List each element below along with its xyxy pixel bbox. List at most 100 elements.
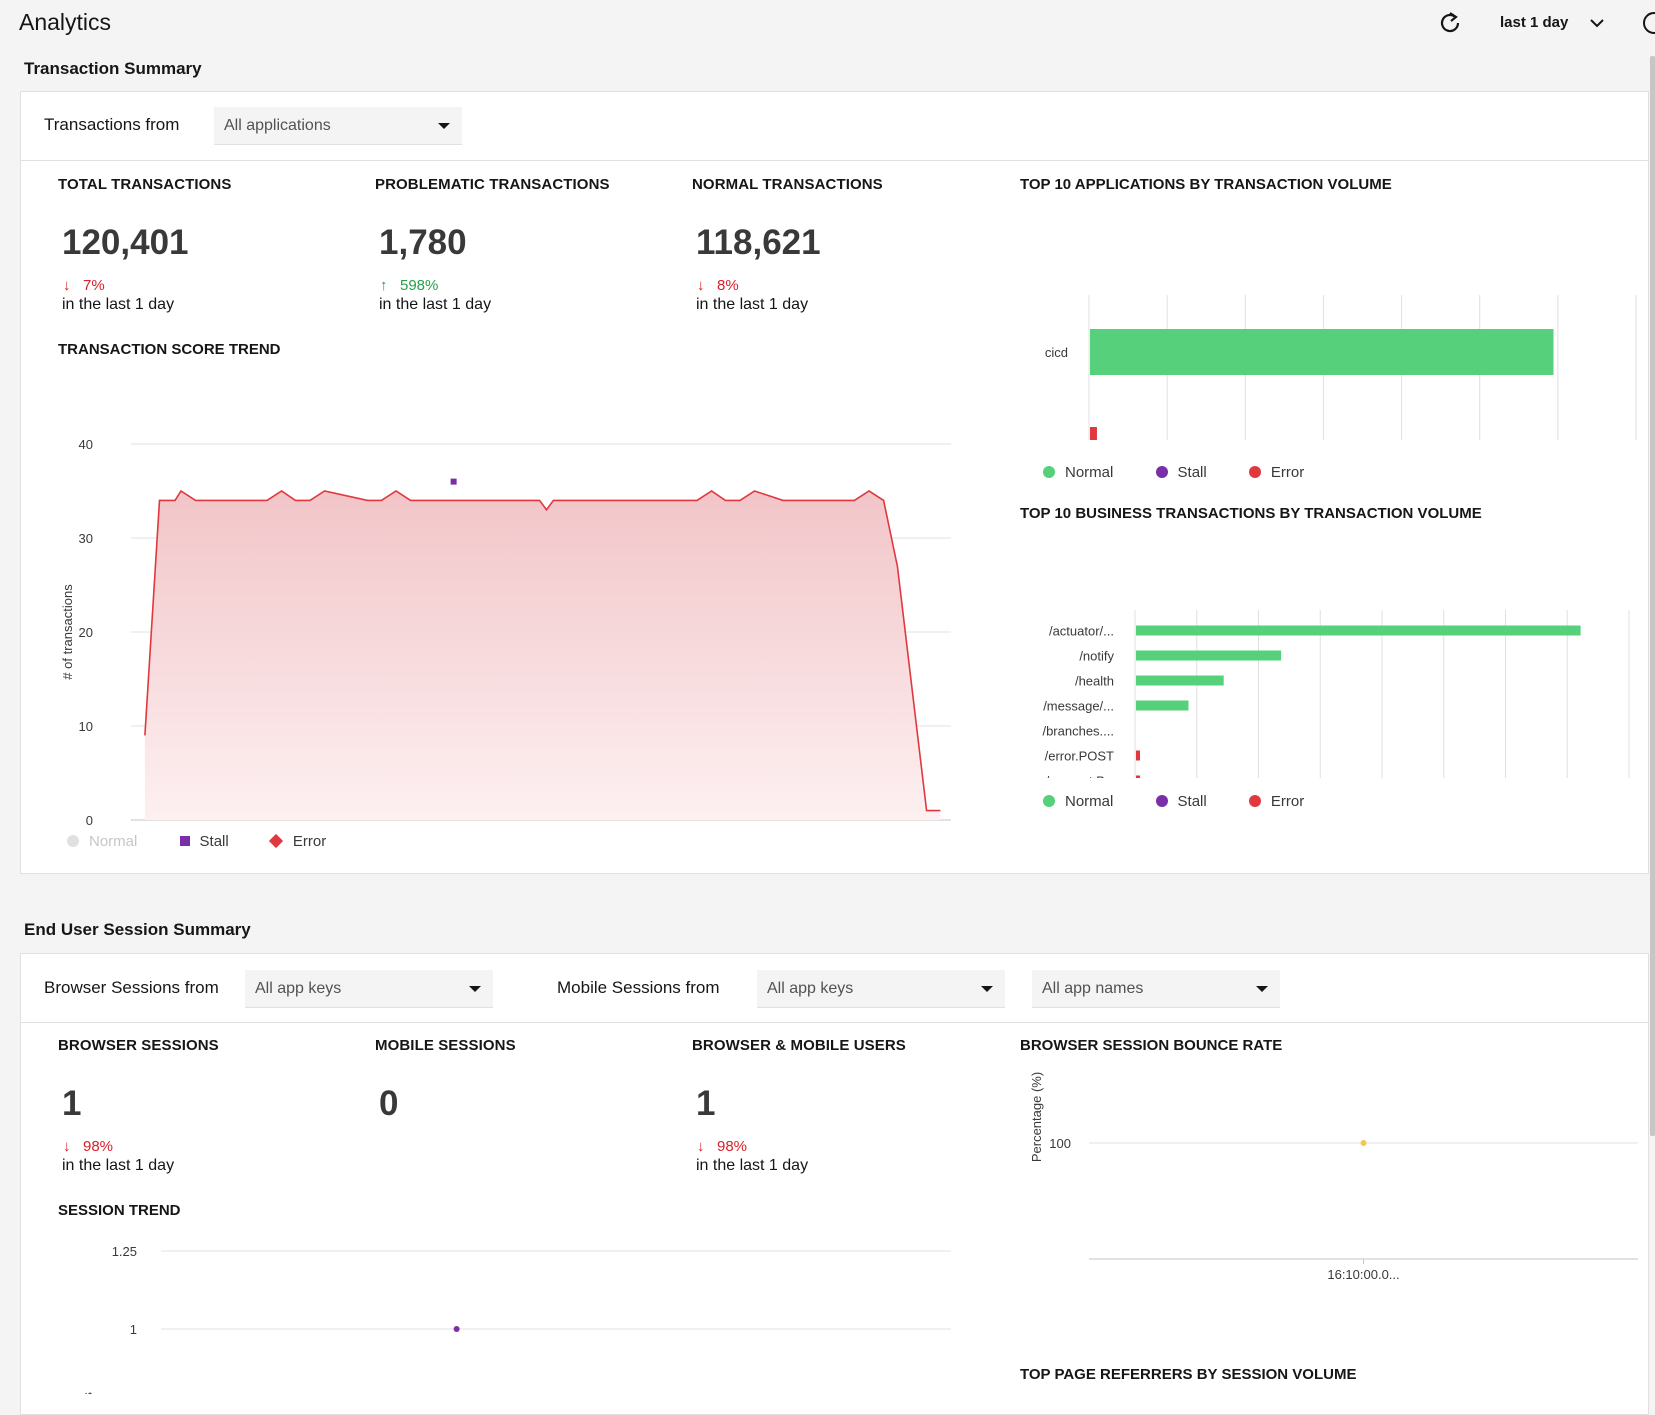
bounce-point	[1360, 1140, 1367, 1146]
legend-stall-label[interactable]: Stall	[1177, 463, 1207, 481]
legend-stall-swatch	[1155, 795, 1168, 808]
time-range-select[interactable]: last 1 day	[1500, 14, 1569, 31]
session-filter-bar	[21, 954, 1648, 1023]
top-apps-chart: 020k40k60k80k100k120k140kcicdsissy	[1045, 295, 1637, 440]
help-icon[interactable]	[1641, 10, 1655, 36]
legend-error-label[interactable]: Error	[292, 832, 327, 850]
category-label: /notify	[1079, 649, 1114, 664]
page-title: Analytics	[19, 9, 112, 35]
legend-stall-label[interactable]: Stall	[1177, 792, 1207, 810]
legend-stall-swatch	[1155, 466, 1168, 479]
page-scrollbar[interactable]	[1650, 56, 1655, 1136]
legend-error-label[interactable]: Error	[1270, 792, 1305, 810]
bar-normal	[1090, 329, 1554, 375]
score-trend-title: TRANSACTION SCORE TREND	[58, 341, 281, 358]
score-trend-legend: Normal Stall Error	[67, 832, 326, 850]
kpi-total-period: in the last 1 day	[62, 296, 175, 313]
y-tick-label: 1.25	[112, 1244, 137, 1259]
kpi-users-period: in the last 1 day	[696, 1157, 809, 1174]
y-tick-label: 100	[1049, 1136, 1071, 1151]
kpi-problematic-delta: ↑ 598%	[380, 277, 439, 294]
arrow-down-icon: ↓	[63, 277, 71, 294]
bar-error	[1136, 750, 1140, 761]
bounce-rate-title: BROWSER SESSION BOUNCE RATE	[1020, 1037, 1283, 1054]
bar-normal	[1136, 625, 1581, 636]
legend-stall-label[interactable]: Stall	[199, 832, 229, 850]
caret-down-icon	[1256, 986, 1268, 992]
kpi-problematic-value: 1,780	[379, 223, 467, 262]
x-tick-label: 15:00	[337, 831, 370, 832]
kpi-problematic-title: PROBLEMATIC TRANSACTIONS	[375, 176, 610, 193]
top-business-legend: Normal Stall Error	[1043, 792, 1304, 810]
x-tick-label: 17:00	[509, 831, 542, 832]
chevron-down-icon[interactable]	[1588, 14, 1606, 32]
bar-normal	[1136, 675, 1224, 686]
y-tick-label: 20	[79, 625, 93, 640]
kpi-total-title: TOTAL TRANSACTIONS	[58, 176, 232, 193]
bar-error	[1090, 427, 1097, 440]
arrow-up-icon: ↑	[380, 277, 388, 294]
error-area	[144, 491, 941, 820]
legend-normal-label[interactable]: Normal	[1065, 463, 1114, 481]
kpi-normal-title: NORMAL TRANSACTIONS	[692, 176, 883, 193]
kpi-mobile-sessions-value: 0	[379, 1084, 399, 1123]
app-names-value: All app names	[1042, 980, 1144, 997]
legend-stall-swatch	[179, 836, 190, 847]
mobile-app-keys-value: All app keys	[767, 980, 854, 997]
y-tick-label: 40	[79, 437, 93, 452]
bar-normal	[1136, 700, 1189, 711]
x-tick-label: 20:00	[767, 831, 800, 832]
x-tick-label: 14:00	[251, 831, 284, 832]
legend-error-swatch	[1248, 466, 1261, 479]
x-tick-label: 13:00	[165, 831, 198, 832]
legend-normal-label[interactable]: Normal	[89, 832, 138, 850]
mobile-app-keys-select[interactable]: All app keys	[757, 970, 1005, 1008]
score-trend-chart: 0 10 20 30 40 # of transactions 13:00 14:00 15:0…	[60, 437, 951, 832]
kpi-browser-sessions-delta: ↓ 98%	[63, 1138, 114, 1155]
category-label: /actuator/...	[1049, 624, 1114, 639]
y-tick-label: 0	[86, 813, 93, 828]
kpi-browser-sessions-period: in the last 1 day	[62, 1157, 175, 1174]
caret-down-icon	[469, 986, 481, 992]
kpi-normal-delta: ↓ 8%	[697, 277, 739, 294]
refresh-icon[interactable]	[1436, 9, 1464, 37]
bar-normal	[1136, 650, 1282, 661]
session-point	[453, 1326, 460, 1332]
y-axis-label: Percentage (%)	[1029, 1072, 1044, 1162]
transaction-summary-panel: Transactions from All applications TOTAL…	[20, 91, 1649, 874]
kpi-browser-sessions-value: 1	[62, 1084, 82, 1123]
browser-app-keys-select[interactable]: All app keys	[245, 970, 493, 1008]
category-label: cicd	[1045, 345, 1068, 360]
category-label: /message/...	[1043, 699, 1114, 714]
y-tick-label: 10	[79, 719, 93, 734]
kpi-normal-value: 118,621	[696, 223, 821, 262]
category-label: /request.P...	[1046, 774, 1114, 779]
top-apps-title: TOP 10 APPLICATIONS BY TRANSACTION VOLUM…	[1020, 176, 1392, 193]
kpi-total-delta: ↓ 7%	[63, 277, 105, 294]
y-axis-label: # of transactions	[60, 584, 75, 680]
legend-normal-swatch	[1043, 795, 1055, 808]
transaction-filter-bar	[21, 92, 1648, 161]
kpi-users-delta: ↓ 98%	[697, 1138, 748, 1155]
kpi-total-value: 120,401	[62, 223, 189, 262]
arrow-down-icon: ↓	[697, 277, 705, 294]
mobile-sessions-from-label: Mobile Sessions from	[557, 978, 720, 997]
browser-app-keys-value: All app keys	[255, 980, 342, 997]
y-tick-label: 1	[130, 1322, 137, 1337]
transaction-summary-title: Transaction Summary	[24, 59, 202, 78]
applications-select[interactable]: All applications	[214, 107, 462, 145]
legend-normal-label[interactable]: Normal	[1065, 792, 1114, 810]
x-tick-label: 16:00	[423, 831, 456, 832]
top-bar: Analytics last 1 day	[0, 0, 1655, 50]
y-axis-label: ns	[80, 1392, 95, 1394]
caret-down-icon	[981, 986, 993, 992]
legend-normal-swatch	[1043, 466, 1055, 479]
kpi-problematic-period: in the last 1 day	[379, 296, 492, 313]
kpi-normal-period: in the last 1 day	[696, 296, 809, 313]
bounce-rate-chart: 100 Percentage (%) 16:10:00.0...	[1029, 1072, 1638, 1282]
bar-error	[1136, 775, 1140, 778]
app-names-select[interactable]: All app names	[1032, 970, 1280, 1008]
session-summary-panel: Browser Sessions from All app keys Mobil…	[20, 953, 1649, 1415]
legend-error-label[interactable]: Error	[1270, 463, 1305, 481]
kpi-browser-sessions-title: BROWSER SESSIONS	[58, 1037, 219, 1054]
